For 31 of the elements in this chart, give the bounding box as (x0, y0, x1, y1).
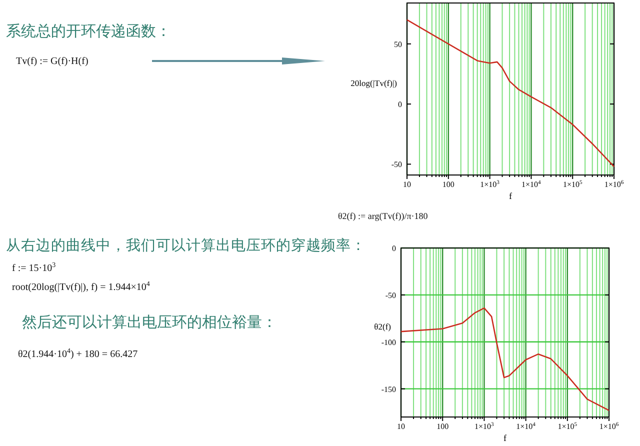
x-tick-label: 100 (442, 180, 454, 189)
x-tick-label: 10 (403, 180, 411, 189)
y-tick-label: -50 (385, 290, 396, 300)
x-axis-title: f (509, 191, 512, 201)
x-tick-label: 10 (397, 422, 405, 431)
x-tick-label: 100 (436, 422, 449, 431)
y-tick-label: 0 (392, 244, 396, 253)
text: θ2(f) := arg(Tv(f))/π·180 (338, 211, 428, 221)
x-tick-label: 1×10$^{3}$ (474, 422, 494, 431)
text: Tv(f) := G(f)·H(f) (16, 56, 88, 67)
x-axis-title: f (504, 433, 506, 443)
x-tick-label: 1×10$^{6}$ (604, 180, 624, 189)
text: 系统总的开环传递函数： (6, 22, 171, 40)
x-tick-label: 1×10$^{3}$ (480, 180, 500, 189)
x-tick-label: 1×10$^{5}$ (562, 180, 582, 189)
y-tick-label: -100 (381, 338, 396, 347)
x-tick-label: 1×10$^{5}$ (558, 422, 578, 431)
y-tick-label: -150 (381, 384, 396, 394)
text: root(20log(|Tv(f)|), f) = 1.944×10$^{4}$ (12, 280, 150, 293)
y-axis-title: θ2(f) (374, 322, 392, 332)
y-axis-title: 20log(|Tv(f)|) (350, 78, 398, 88)
y-tick-label: 50 (394, 40, 402, 49)
text: θ2(1.944·10$^{4}$) + 180 = 66.427 (18, 347, 138, 360)
x-tick-label: 1×10$^{6}$ (599, 422, 619, 431)
text: 然后还可以计算出电压环的相位裕量： (22, 313, 277, 331)
text: 从右边的曲线中，我们可以计算出电压环的穿越频率： (6, 237, 366, 254)
x-tick-label: 1×10$^{4}$ (522, 180, 542, 189)
y-tick-label: -50 (391, 160, 402, 170)
x-tick-label: 1×10$^{4}$ (516, 422, 536, 431)
text: f := 15·10$^{3}$ (12, 261, 56, 274)
y-tick-label: 0 (398, 100, 402, 110)
